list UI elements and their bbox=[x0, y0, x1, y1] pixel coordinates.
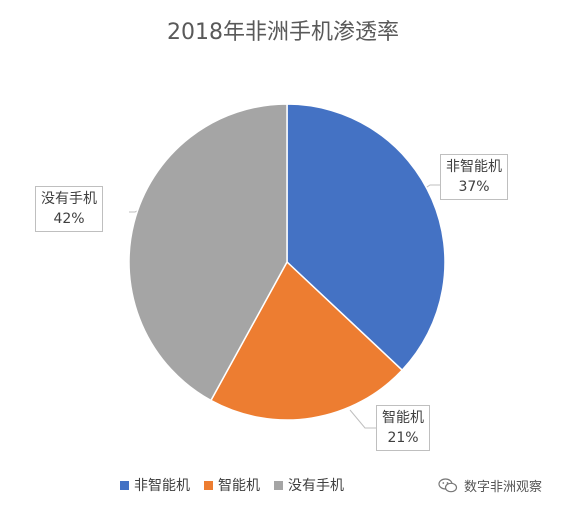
watermark: 数字非洲观察 bbox=[438, 474, 542, 496]
legend-item-non-smartphone: 非智能机 bbox=[120, 475, 190, 495]
data-label-no-phone: 没有手机 42% bbox=[35, 186, 103, 232]
pie-slices bbox=[128, 103, 446, 421]
data-label-value: 42% bbox=[53, 211, 85, 227]
data-label-category: 智能机 bbox=[382, 410, 424, 426]
leader-line-smartphone bbox=[349, 409, 376, 429]
legend-swatch bbox=[274, 480, 283, 490]
watermark-text: 数字非洲观察 bbox=[464, 479, 543, 495]
data-label-category: 非智能机 bbox=[446, 159, 502, 175]
chart-legend: 非智能机 智能机 没有手机 bbox=[120, 474, 344, 496]
legend-swatch bbox=[204, 480, 213, 490]
wechat-icon bbox=[438, 477, 458, 492]
legend-label: 智能机 bbox=[218, 478, 260, 494]
pie-slice-no-phone bbox=[128, 103, 288, 402]
legend-label: 非智能机 bbox=[134, 478, 190, 494]
legend-item-no-phone: 没有手机 bbox=[274, 475, 344, 495]
legend-swatch bbox=[120, 480, 129, 490]
data-label-value: 21% bbox=[387, 430, 419, 446]
pie-slice-non-smartphone bbox=[286, 103, 446, 372]
data-label-non-smartphone: 非智能机 37% bbox=[440, 154, 508, 200]
data-label-smartphone: 智能机 21% bbox=[376, 405, 430, 451]
data-label-category: 没有手机 bbox=[41, 191, 97, 207]
legend-label: 没有手机 bbox=[288, 478, 344, 494]
data-label-value: 37% bbox=[458, 179, 490, 195]
chart-title: 2018年非洲手机渗透率 bbox=[167, 20, 399, 45]
pie-slice-smartphone bbox=[209, 260, 404, 421]
legend-item-smartphone: 智能机 bbox=[204, 475, 260, 495]
